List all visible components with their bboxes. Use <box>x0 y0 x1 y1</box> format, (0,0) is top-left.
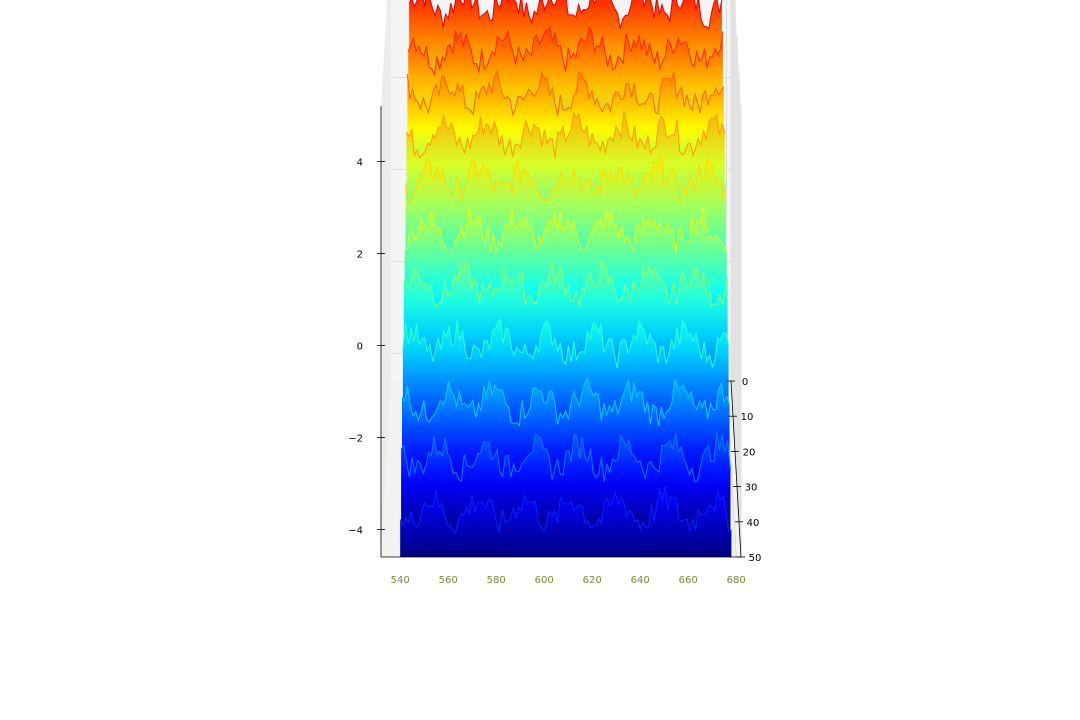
surface-ridge-line <box>404 206 728 255</box>
surface-ridge-line <box>403 258 729 309</box>
z-tick-label: −4 <box>348 525 363 536</box>
y-tick-label: 30 <box>745 483 758 494</box>
surface-ridge-line <box>400 432 731 483</box>
y-tick-label: 40 <box>747 518 760 529</box>
surface-ridge <box>399 485 732 557</box>
x-tick-label: 560 <box>439 575 458 586</box>
surface-ridge-line <box>399 485 732 534</box>
y-tick-label: 20 <box>743 447 756 458</box>
surface-ridge-line <box>408 0 723 30</box>
surface-ridge-line <box>402 318 730 369</box>
surface-ridge-line <box>407 25 724 76</box>
z-tick-label: 4 <box>357 157 363 168</box>
x-tick-label: 640 <box>631 575 650 586</box>
z-tick-label: 0 <box>357 341 363 352</box>
y-tick-label: 0 <box>742 377 748 388</box>
surface-ridge-line <box>405 155 727 206</box>
y-tick-label: 50 <box>749 553 762 564</box>
right-pane <box>731 0 741 557</box>
surface-ridge-line <box>406 69 725 117</box>
z-tick-label: −2 <box>348 433 363 444</box>
x-tick-label: 660 <box>679 575 698 586</box>
y-axis-line <box>730 380 742 558</box>
x-tick-label: 620 <box>583 575 602 586</box>
axis-lines <box>380 106 742 558</box>
x-tick-label: 540 <box>391 575 410 586</box>
surface-plot <box>399 0 732 557</box>
x-tick-label: 600 <box>535 575 554 586</box>
x-tick-label: 680 <box>727 575 746 586</box>
surface-ridge-line <box>401 376 730 427</box>
left-pane <box>381 0 391 557</box>
tick-labels: 540 560 580 600 620 640 660 680 0 10 20 30 40 50 −4 −2 0… <box>348 157 761 586</box>
x-tick-label: 580 <box>487 575 506 586</box>
y-tick-label: 10 <box>741 412 754 423</box>
surface-ridge-line <box>406 110 726 159</box>
z-tick-label: 2 <box>357 249 363 260</box>
